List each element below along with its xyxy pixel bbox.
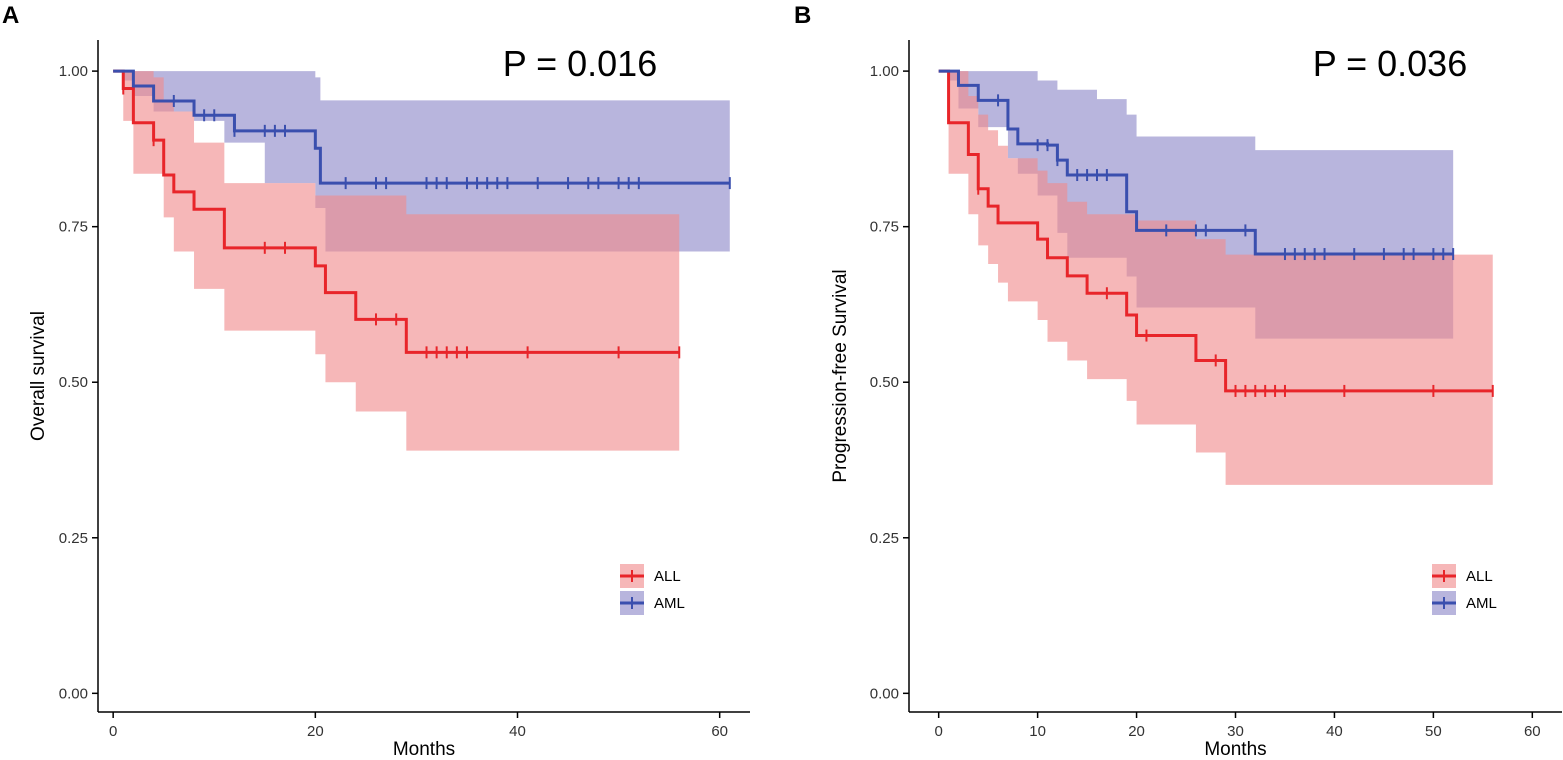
x-tick-label: 0 bbox=[109, 723, 117, 740]
legend-label: AML bbox=[1466, 595, 1497, 612]
x-tick-label: 0 bbox=[935, 723, 943, 740]
y-tick-label: 0.25 bbox=[870, 530, 899, 547]
progression-free-survival-km-plot: 0.00 0.25 0.50 0.75 1.00 0 10 20 30 40 50 60 Months P… bbox=[830, 40, 1562, 760]
x-tick-label: 40 bbox=[1326, 723, 1343, 740]
ci-band-all bbox=[938, 71, 1493, 485]
panel-a-overall-survival: A 0.00 0.25 0.50 0.75 1.00 0 20 40 60 Months Overa… bbox=[2, 2, 750, 760]
x-axis-label: Months bbox=[1204, 739, 1266, 760]
y-tick-label: 0.50 bbox=[870, 374, 899, 391]
legend-label: ALL bbox=[654, 568, 681, 585]
y-tick-label: 0.00 bbox=[870, 685, 899, 702]
x-tick-label: 30 bbox=[1227, 723, 1244, 740]
legend-item-aml: AML bbox=[1432, 591, 1497, 615]
x-tick-label: 50 bbox=[1425, 723, 1442, 740]
p-value-annotation: P = 0.016 bbox=[503, 43, 657, 84]
y-tick-label: 0.75 bbox=[870, 219, 899, 236]
x-axis-label: Months bbox=[393, 739, 455, 760]
ci-band-all bbox=[113, 71, 680, 451]
y-axis-label: Progression-free Survival bbox=[830, 269, 851, 482]
x-tick-label: 20 bbox=[1128, 723, 1145, 740]
legend-item-all: ALL bbox=[620, 564, 681, 588]
legend-item-all: ALL bbox=[1432, 564, 1493, 588]
y-tick-label: 0.75 bbox=[59, 219, 88, 236]
p-value-annotation: P = 0.036 bbox=[1313, 43, 1467, 84]
x-tick-label: 40 bbox=[509, 723, 526, 740]
y-tick-label: 1.00 bbox=[59, 63, 88, 80]
panel-b-progression-free-survival: B 0.00 0.25 0.50 0.75 1.00 0 10 20 30 40 50 60 Month… bbox=[790, 0, 1563, 760]
survival-line-all bbox=[113, 69, 680, 354]
survival-line-aml bbox=[938, 69, 1454, 256]
panel-label: A bbox=[2, 2, 20, 29]
legend-label: ALL bbox=[1466, 568, 1493, 585]
x-tick-label: 60 bbox=[1524, 723, 1541, 740]
survival-line-all bbox=[938, 69, 1493, 393]
x-tick-label: 60 bbox=[711, 723, 728, 740]
x-tick-label: 20 bbox=[307, 723, 324, 740]
x-tick-label: 10 bbox=[1029, 723, 1046, 740]
y-tick-label: 0.50 bbox=[59, 374, 88, 391]
legend-label: AML bbox=[654, 595, 685, 612]
ci-band-aml bbox=[113, 71, 730, 252]
y-tick-label: 0.00 bbox=[59, 685, 88, 702]
panel-label: B bbox=[794, 2, 812, 29]
y-axis-label: Overall survival bbox=[28, 311, 49, 441]
y-tick-label: 1.00 bbox=[870, 63, 899, 80]
legend-item-aml: AML bbox=[620, 591, 685, 615]
y-tick-label: 0.25 bbox=[59, 530, 88, 547]
overall-survival-km-plot: 0.00 0.25 0.50 0.75 1.00 0 20 40 60 Months Overall… bbox=[28, 40, 750, 760]
